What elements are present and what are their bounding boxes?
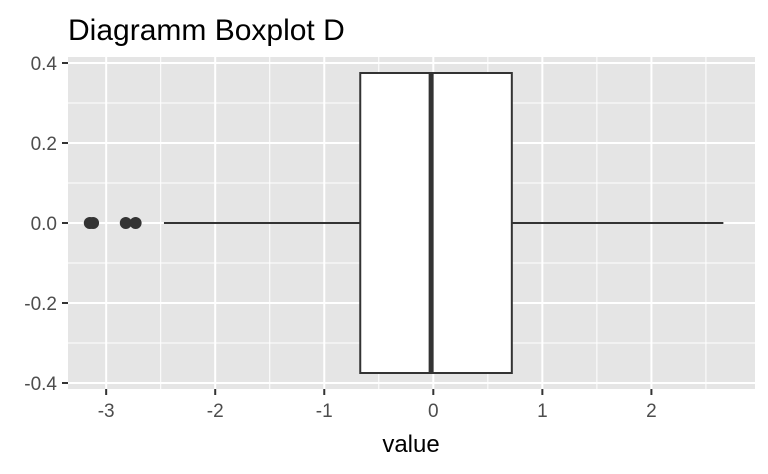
x-axis-title: value <box>382 431 439 458</box>
x-tick-label: -1 <box>316 401 333 422</box>
y-axis: 0.4 0.2 0.0 -0.2 -0.4 <box>24 54 68 395</box>
y-tick-label: 0.0 <box>31 214 57 235</box>
x-tick-label: -3 <box>98 401 115 422</box>
outlier-point <box>129 217 142 229</box>
outlier-point <box>119 217 132 229</box>
y-tick-label: 0.4 <box>31 54 58 75</box>
chart-title: Diagramm Boxplot D <box>68 14 345 47</box>
y-tick-label: 0.2 <box>31 134 57 155</box>
y-tick-label: -0.4 <box>24 374 57 395</box>
boxplot <box>83 72 724 374</box>
y-tick-label: -0.2 <box>24 294 57 315</box>
outlier-point <box>87 217 100 229</box>
x-tick-label: -2 <box>207 401 224 422</box>
x-axis: -3 -2 -1 0 1 2 <box>98 389 657 422</box>
x-tick-label: 0 <box>428 401 439 422</box>
x-tick-label: 1 <box>537 401 548 422</box>
interquartile-box <box>359 72 513 374</box>
x-tick-label: 2 <box>646 401 657 422</box>
